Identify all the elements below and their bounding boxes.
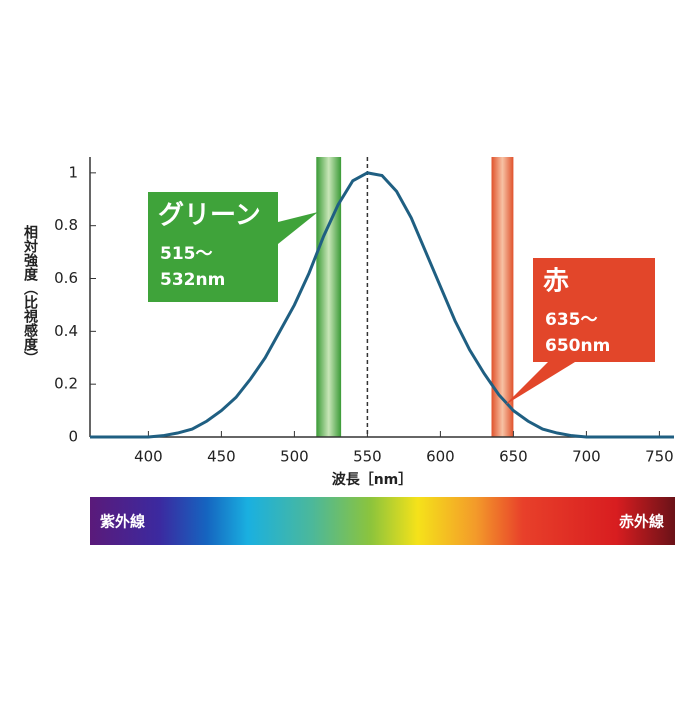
wavelength-band (491, 157, 514, 437)
wavelength-band (316, 157, 342, 437)
callout-range: 650nm (545, 336, 610, 356)
callout-title: グリーン (158, 201, 261, 231)
y-tick-label: 1 (68, 163, 78, 181)
y-tick-label: 0.8 (54, 216, 78, 234)
y-tick-label: 0.4 (54, 322, 78, 340)
callout-title: 赤 (543, 267, 569, 297)
x-tick-label: 650 (499, 448, 528, 466)
callout-range: 532nm (160, 270, 225, 290)
y-tick-label: 0.2 (54, 375, 78, 393)
x-tick-label: 550 (353, 448, 382, 466)
callout-range: 515～ (160, 244, 213, 264)
callout-pointer (505, 362, 575, 405)
callout-box (148, 192, 278, 302)
x-tick-label: 600 (426, 448, 455, 466)
callout-range: 635～ (545, 310, 598, 330)
x-tick-label: 700 (572, 448, 601, 466)
callout-pointer (278, 212, 318, 244)
curve (90, 171, 674, 439)
spectrum-right-label: 赤外線 (619, 513, 664, 531)
x-tick-label: 450 (207, 448, 236, 466)
x-tick-label: 750 (645, 448, 674, 466)
x-tick-label: 400 (134, 448, 163, 466)
spectrum-left-label: 紫外線 (100, 513, 145, 531)
x-axis-label: 波長［nm］ (332, 471, 413, 488)
callout-box (533, 258, 655, 362)
y-tick-label: 0 (68, 428, 78, 446)
x-tick-label: 500 (280, 448, 309, 466)
y-tick-label: 0.6 (54, 269, 78, 287)
spectrum-bar (90, 497, 675, 545)
y-axis-label: 相対強度（比視感度） (22, 224, 39, 365)
